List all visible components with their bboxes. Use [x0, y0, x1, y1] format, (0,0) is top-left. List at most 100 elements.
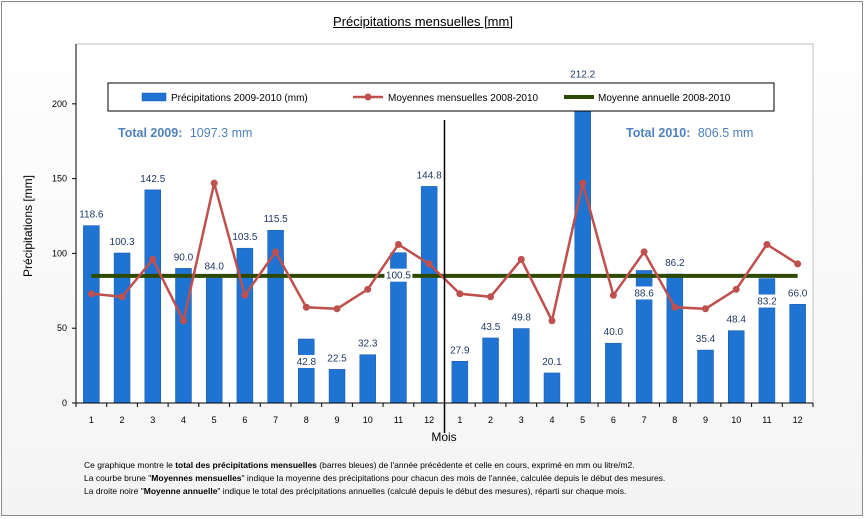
monthly-average-point — [640, 248, 648, 256]
bar — [697, 349, 714, 404]
svg-text:Total 2009: 1097.3 mm: Total 2009: 1097.3 mm — [118, 126, 252, 140]
legend-monthly-label: Moyennes mensuelles 2008-2010 — [388, 93, 539, 104]
monthly-average-point — [517, 255, 525, 263]
x-tick-label: 2 — [120, 415, 125, 425]
note-line-1: Ce graphique montre le total des précipi… — [84, 460, 635, 470]
bar-value-label: 100.5 — [386, 271, 411, 282]
bar-value-label: 22.5 — [327, 353, 347, 364]
chart-title: Précipitations mensuelles [mm] — [333, 14, 513, 29]
x-tick-label: 10 — [731, 415, 741, 425]
bar-value-label: 103.5 — [232, 232, 257, 243]
monthly-average-point — [763, 240, 771, 248]
legend-bar-label: Précipitations 2009-2010 (mm) — [171, 93, 308, 104]
x-tick-label: 12 — [424, 415, 434, 425]
bar-value-label: 86.2 — [665, 258, 685, 269]
x-tick-label: 4 — [181, 415, 186, 425]
x-tick-label: 1 — [89, 415, 94, 425]
x-tick-label: 11 — [762, 415, 771, 425]
x-tick-label: 9 — [335, 415, 340, 425]
monthly-average-point — [149, 255, 157, 263]
bar — [359, 354, 376, 404]
total-2009-value: 1097.3 mm — [190, 126, 253, 140]
total-2010-label: Total 2010: — [626, 126, 690, 140]
bar — [605, 342, 622, 404]
x-tick-label: 7 — [273, 415, 278, 425]
x-tick-label: 3 — [150, 415, 155, 425]
bar-value-label-bg — [630, 286, 659, 300]
bar-value-label: 90.0 — [174, 252, 194, 263]
bar-series — [83, 85, 806, 404]
bar-value-label: 48.4 — [726, 315, 746, 326]
bar-value-label: 35.4 — [696, 334, 716, 345]
bar-value-label: 20.1 — [542, 357, 562, 368]
bar-value-label: 49.8 — [512, 313, 532, 324]
monthly-average-point — [456, 290, 464, 298]
bar-value-label: 83.2 — [757, 297, 777, 308]
monthly-average-point — [732, 285, 740, 293]
y-axis-title: Précipitations [mm] — [21, 175, 35, 277]
bar — [205, 277, 223, 404]
bar-value-label-bg — [752, 294, 781, 308]
bar — [420, 186, 438, 404]
bar — [543, 372, 561, 404]
bar-value-label: 144.8 — [417, 170, 442, 181]
monthly-average-point — [241, 291, 249, 299]
x-tick-label: 10 — [363, 415, 373, 425]
monthly-average-point — [179, 317, 187, 325]
bar — [144, 189, 162, 404]
x-tick-label: 11 — [394, 415, 403, 425]
bar — [574, 85, 591, 404]
x-tick-label: 9 — [703, 415, 708, 425]
bar — [298, 338, 315, 404]
monthly-average-point — [487, 293, 495, 301]
x-tick-label: 4 — [549, 415, 554, 425]
bar-value-label: 40.0 — [604, 327, 624, 338]
x-tick-label: 7 — [642, 415, 647, 425]
bar-value-label: 43.5 — [481, 322, 501, 333]
bar-value-label: 32.3 — [358, 339, 378, 350]
legend: Précipitations 2009-2010 (mm) Moyennes me… — [107, 82, 775, 112]
monthly-average-point — [364, 285, 372, 293]
y-tick-label: 100 — [52, 248, 67, 258]
bar-value-label: 66.0 — [788, 288, 808, 299]
total-2009-label: Total 2009: — [118, 126, 182, 140]
bar — [83, 225, 100, 404]
bar — [727, 330, 745, 404]
monthly-average-point — [272, 248, 280, 256]
monthly-average-point — [394, 240, 402, 248]
bar-value-label: 42.8 — [297, 357, 317, 368]
x-tick-label: 5 — [212, 415, 217, 425]
monthly-average-point — [548, 317, 556, 325]
y-tick-label: 150 — [52, 174, 67, 184]
bar-value-label-bg — [384, 268, 413, 282]
data-labels: 118.6 100.3 142.5 90.0 84.0 103.5 115.5 42.8 22.… — [79, 70, 808, 368]
x-tick-label: 8 — [304, 415, 309, 425]
monthly-average-point — [302, 303, 310, 311]
bar-value-label: 84.0 — [204, 261, 224, 272]
monthly-average-point — [671, 303, 679, 311]
monthly-average-point — [118, 293, 126, 301]
bar-value-label: 118.6 — [79, 210, 104, 221]
bar — [328, 369, 346, 404]
legend-monthly-marker — [364, 93, 372, 101]
bar-value-label: 142.5 — [140, 174, 165, 185]
legend-bar-swatch — [141, 92, 167, 102]
y-tick-label: 0 — [62, 398, 67, 408]
y-tick-label: 200 — [52, 99, 67, 109]
note-line-3: La droite noire "Moyenne annuelle" indiq… — [84, 486, 627, 496]
monthly-average-point — [609, 291, 617, 299]
x-tick-label: 5 — [580, 415, 585, 425]
x-tick-label: 3 — [519, 415, 524, 425]
bar — [451, 361, 469, 404]
monthly-average-point — [87, 290, 95, 298]
bar — [666, 273, 684, 404]
bar — [789, 304, 806, 404]
bar — [267, 229, 284, 404]
monthly-average-point — [425, 260, 433, 268]
bar-value-label: 88.6 — [634, 288, 654, 299]
x-tick-label: 1 — [457, 415, 462, 425]
bar — [482, 337, 499, 404]
bar — [175, 268, 192, 404]
